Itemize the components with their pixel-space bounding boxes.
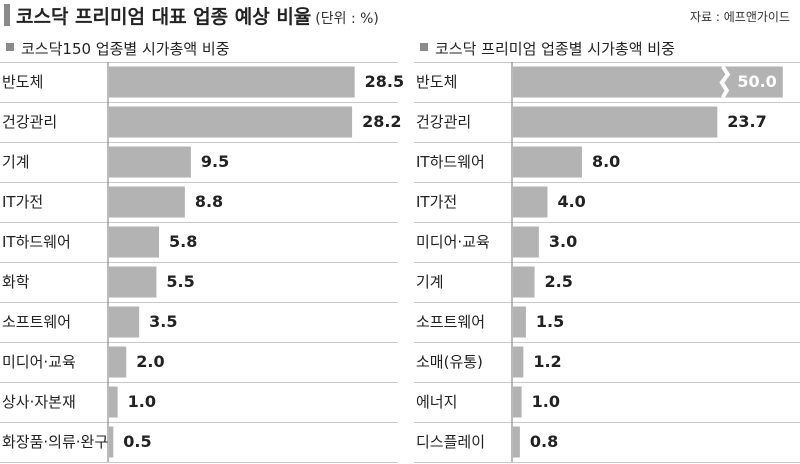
bar — [109, 346, 127, 378]
bar — [109, 186, 185, 218]
bar — [109, 66, 355, 98]
value-label: 1.2 — [533, 352, 561, 371]
bar — [513, 146, 582, 178]
category-label: 소프트웨어 — [2, 313, 71, 331]
category-label: 소매(유통) — [416, 353, 483, 371]
bar — [109, 386, 118, 418]
category-label: IT가전 — [416, 193, 457, 211]
value-label: 1.0 — [532, 392, 560, 411]
value-label: 3.0 — [549, 232, 577, 251]
value-label: 5.5 — [166, 272, 194, 291]
category-label: IT하드웨어 — [416, 153, 485, 171]
axis-break-mark — [719, 65, 731, 99]
bar — [513, 66, 783, 98]
bar — [513, 266, 535, 298]
bar — [513, 306, 526, 338]
left-panel-title-text: 코스닥150 업종별 시가총액 비중 — [21, 40, 230, 58]
value-label: 1.5 — [536, 312, 564, 331]
bar — [513, 186, 548, 218]
value-label: 50.0 — [737, 72, 776, 91]
value-label: 23.7 — [727, 112, 766, 131]
value-label: 2.0 — [136, 352, 164, 371]
source-label: 자료 : 에프앤가이드 — [690, 10, 790, 24]
category-label: 소프트웨어 — [416, 313, 485, 331]
category-label: 디스플레이 — [416, 433, 485, 451]
value-label: 28.5 — [365, 72, 404, 91]
category-label: 에너지 — [416, 393, 457, 411]
right-panel-title-text: 코스닥 프리미엄 업종별 시가총액 비중 — [435, 40, 675, 58]
legend-square-icon — [6, 43, 14, 51]
category-label: 기계 — [2, 153, 30, 171]
bar — [513, 386, 522, 418]
chart-header: 코스닥 프리미엄 대표 업종 예상 비율 (단위 : %) 자료 : 에프앤가이드 — [0, 0, 800, 30]
bar — [513, 106, 718, 138]
bar — [109, 306, 140, 338]
category-label: 미디어·교육 — [2, 353, 76, 371]
left-panel-title: 코스닥150 업종별 시가총액 비중 — [6, 38, 230, 59]
unit-label: (단위 : %) — [315, 11, 379, 27]
category-label: 건강관리 — [416, 113, 471, 131]
category-label: IT가전 — [2, 193, 43, 211]
value-label: 3.5 — [149, 312, 177, 331]
value-label: 8.0 — [592, 152, 620, 171]
chart-title: 코스닥 프리미엄 대표 업종 예상 비율 (단위 : %) — [16, 2, 379, 29]
value-label: 0.5 — [123, 432, 151, 451]
bar — [513, 426, 520, 458]
legend-square-icon — [420, 43, 428, 51]
chart-title-text: 코스닥 프리미엄 대표 업종 예상 비율 — [16, 6, 312, 28]
bar — [109, 106, 353, 138]
category-label: 화장품·의류·완구 — [2, 433, 108, 451]
value-label: 8.8 — [195, 192, 223, 211]
value-label: 9.5 — [201, 152, 229, 171]
value-label: 28.2 — [362, 112, 401, 131]
value-label: 5.8 — [169, 232, 197, 251]
bar — [109, 426, 114, 458]
title-marker — [4, 4, 10, 26]
bar — [513, 346, 524, 378]
category-label: 상사·자본재 — [2, 393, 76, 411]
value-label: 0.8 — [530, 432, 558, 451]
bar — [109, 226, 159, 258]
category-label: 화학 — [2, 273, 30, 291]
value-label: 2.5 — [545, 272, 573, 291]
category-label: 기계 — [416, 273, 444, 291]
right-panel-title: 코스닥 프리미엄 업종별 시가총액 비중 — [420, 38, 675, 59]
bar — [109, 266, 157, 298]
value-label: 1.0 — [128, 392, 156, 411]
category-label: IT하드웨어 — [2, 233, 71, 251]
bar — [109, 146, 191, 178]
category-label: 반도체 — [2, 73, 43, 91]
value-label: 4.0 — [557, 192, 585, 211]
bar — [513, 226, 539, 258]
category-label: 미디어·교육 — [416, 233, 490, 251]
category-label: 건강관리 — [2, 113, 57, 131]
category-label: 반도체 — [416, 73, 457, 91]
